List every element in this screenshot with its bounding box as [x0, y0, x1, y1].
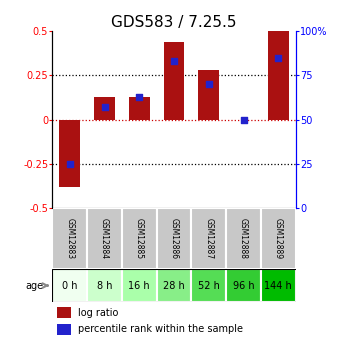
Bar [198, 70, 219, 120]
Bar [226, 208, 261, 269]
Text: GSM12887: GSM12887 [204, 218, 213, 259]
Bar [57, 307, 71, 318]
Text: GSM12883: GSM12883 [65, 218, 74, 259]
Bar [191, 269, 226, 302]
Text: 0 h: 0 h [62, 280, 77, 290]
Text: GSM12884: GSM12884 [100, 218, 109, 259]
Bar [129, 97, 150, 120]
Bar [157, 208, 191, 269]
Text: GSM12885: GSM12885 [135, 218, 144, 259]
Bar [122, 208, 157, 269]
Bar [94, 97, 115, 120]
Bar [57, 324, 71, 335]
Point [67, 161, 72, 167]
Bar [87, 269, 122, 302]
Text: GSM12886: GSM12886 [170, 218, 178, 259]
Text: 16 h: 16 h [128, 280, 150, 290]
Text: 8 h: 8 h [97, 280, 112, 290]
Text: age: age [26, 280, 44, 290]
Bar [52, 269, 87, 302]
Text: 96 h: 96 h [233, 280, 255, 290]
Bar [268, 31, 289, 120]
Text: GSM12889: GSM12889 [274, 218, 283, 259]
Point [241, 117, 246, 122]
Text: 52 h: 52 h [198, 280, 220, 290]
Text: percentile rank within the sample: percentile rank within the sample [78, 324, 243, 334]
Text: 28 h: 28 h [163, 280, 185, 290]
Bar [87, 208, 122, 269]
Text: GSM12888: GSM12888 [239, 218, 248, 259]
Point [276, 55, 281, 60]
Bar [164, 42, 185, 120]
Text: log ratio: log ratio [78, 308, 118, 317]
Bar [122, 269, 157, 302]
Bar [191, 208, 226, 269]
Bar [59, 120, 80, 187]
Bar [52, 208, 87, 269]
Bar [157, 269, 191, 302]
Bar [226, 269, 261, 302]
Bar [261, 208, 296, 269]
Point [206, 81, 212, 87]
Bar [261, 269, 296, 302]
Point [137, 94, 142, 99]
Title: GDS583 / 7.25.5: GDS583 / 7.25.5 [111, 15, 237, 30]
Point [102, 105, 107, 110]
Text: 144 h: 144 h [265, 280, 292, 290]
Point [171, 58, 177, 64]
